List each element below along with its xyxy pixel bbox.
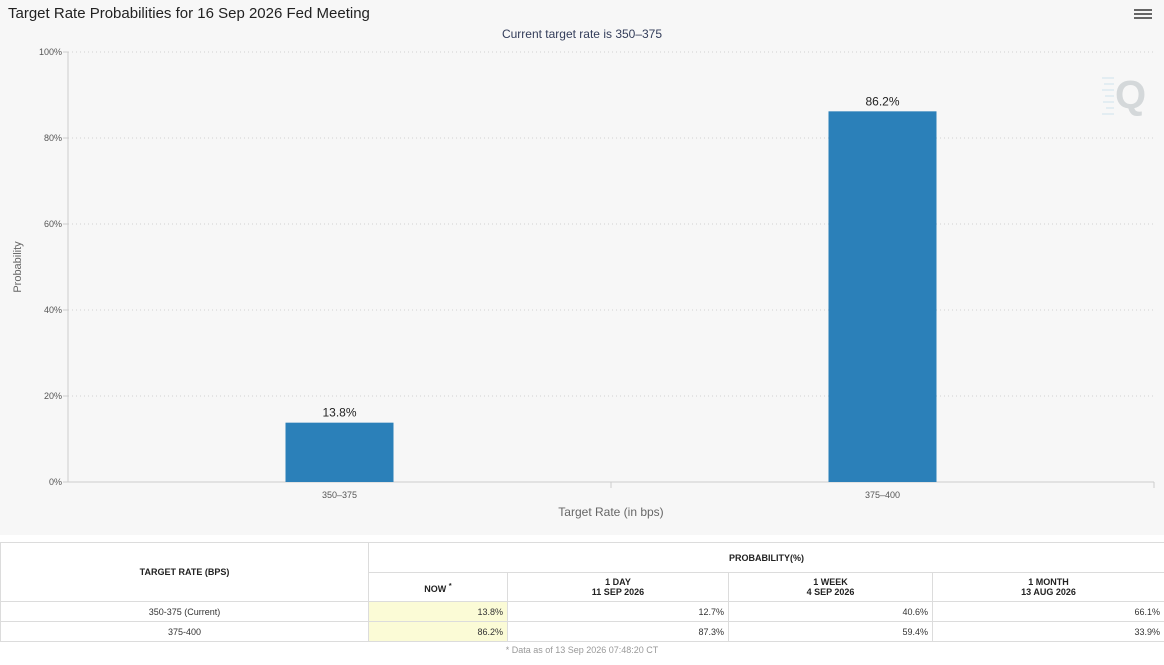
x-tick-label: 350–375 [322,490,357,500]
hamburger-menu-icon[interactable] [1134,7,1152,25]
y-axis-label: Probability [12,241,24,293]
col-1month-header: 1 MONTH 13 AUG 2026 [932,572,1164,602]
value-cell: 66.1% [932,601,1164,622]
value-cell: 33.9% [932,621,1164,642]
rate-column-header: TARGET RATE (BPS) [0,542,369,602]
y-tick-label: 40% [44,305,62,315]
bar-chart-plot: 0% 20% 40% 60% 80% 100% 13.8% 350–375 86.2% 375–4… [39,47,1155,500]
rate-cell: 375-400 [0,621,369,642]
data-timestamp-footnote: * Data as of 13 Sep 2026 07:48:20 CT [505,645,659,655]
value-cell: 12.7% [507,601,729,622]
data-label: 13.8% [322,406,356,420]
chart-subtitle: Current target rate is 350–375 [501,27,663,41]
x-tick-label: 375–400 [865,490,900,500]
probability-table: TARGET RATE (BPS) PROBABILITY(%) NOW * 1… [0,542,1164,642]
table-row: 375-400 86.2% 87.3% 59.4% 33.9% [0,621,1164,642]
value-cell: 86.2% [368,621,508,642]
chart-title: Target Rate Probabilities for 16 Sep 202… [8,5,370,22]
col-now-header: NOW * [368,572,508,602]
table-row: 350-375 (Current) 13.8% 12.7% 40.6% 66.1… [0,601,1164,622]
y-tick-label: 0% [49,477,62,487]
bar [285,422,394,482]
value-cell: 40.6% [728,601,933,622]
chart-area: Target Rate Probabilities for 16 Sep 202… [8,5,1155,519]
y-tick-label: 100% [39,47,62,57]
value-cell: 59.4% [728,621,933,642]
rate-cell: 350-375 (Current) [0,601,369,622]
probability-group-header: PROBABILITY(%) [368,542,1164,573]
svg-text:Q: Q [1115,73,1145,117]
y-tick-label: 60% [44,219,62,229]
col-1week-header: 1 WEEK 4 SEP 2026 [728,572,933,602]
bar [828,111,937,482]
x-axis-label: Target Rate (in bps) [558,505,664,519]
q-logo-icon: Q [1102,73,1145,117]
data-label: 86.2% [865,94,899,108]
col-1day-header: 1 DAY 11 SEP 2026 [507,572,729,602]
value-cell: 13.8% [368,601,508,622]
y-tick-label: 20% [44,391,62,401]
y-tick-label: 80% [44,133,62,143]
value-cell: 87.3% [507,621,729,642]
